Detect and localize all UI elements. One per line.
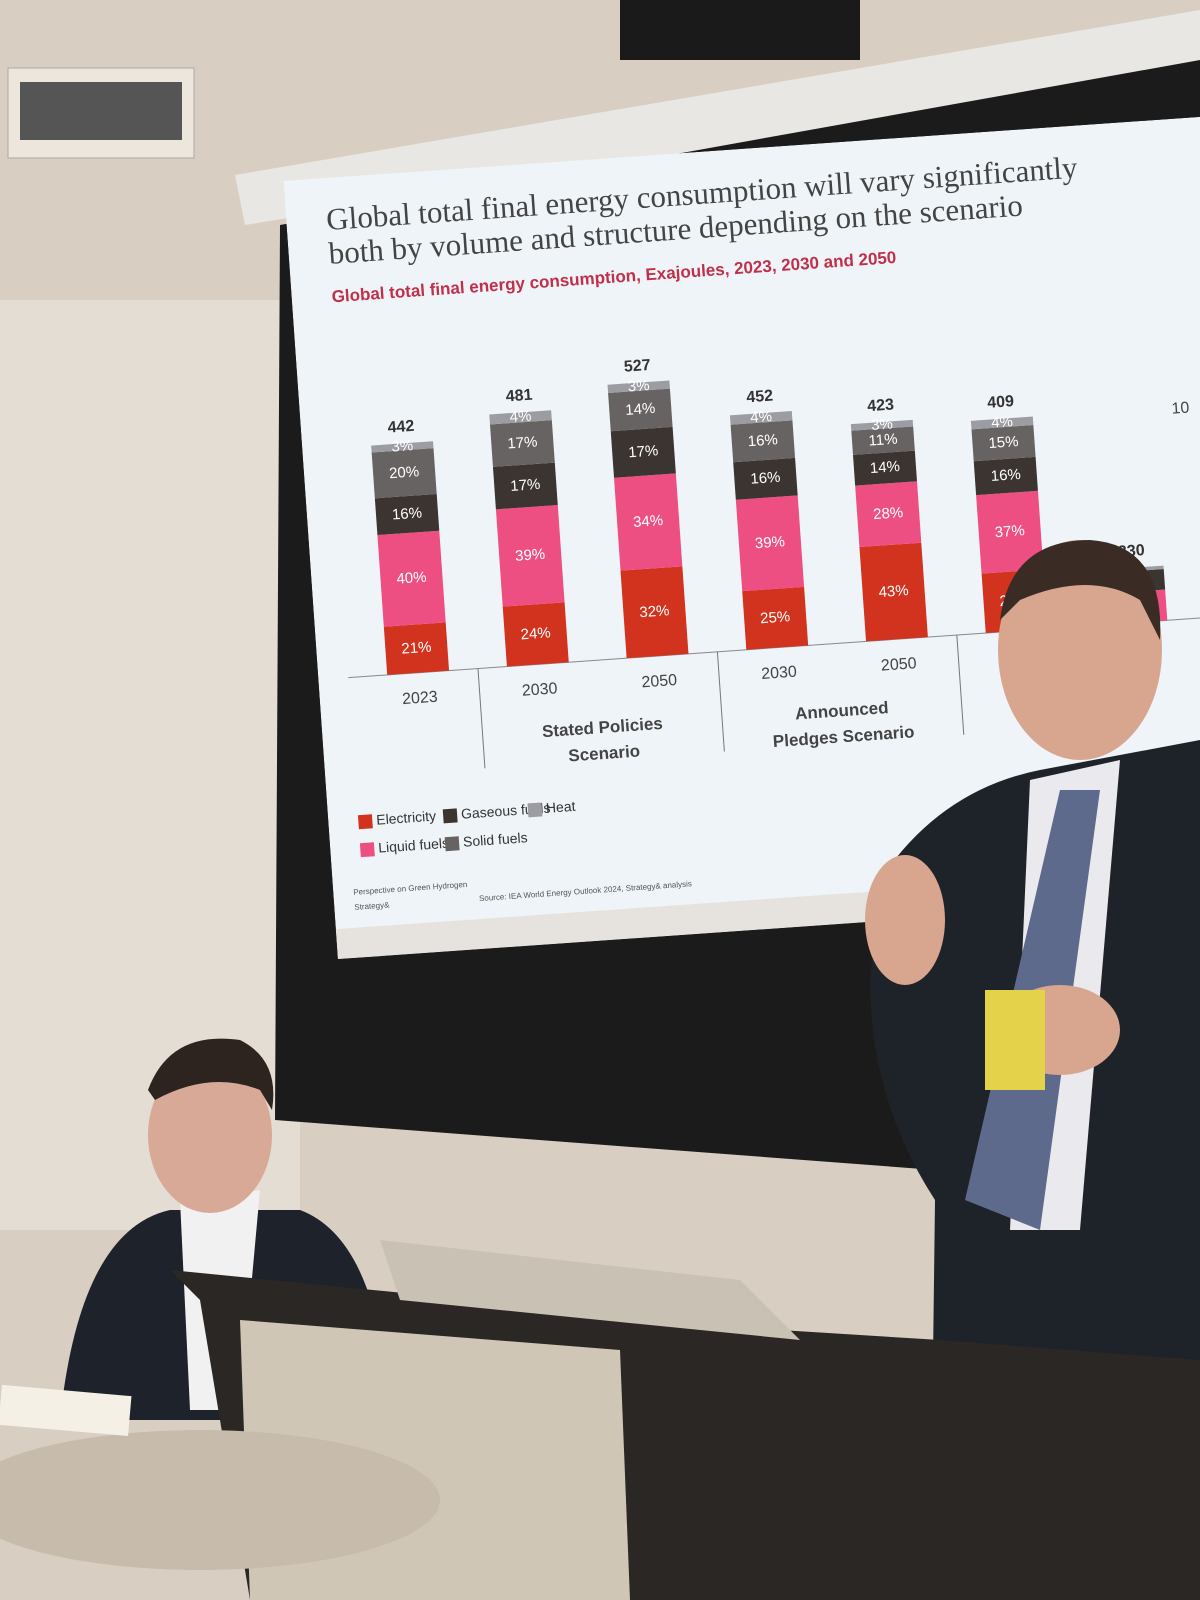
- x-tick-label: 2030: [761, 664, 798, 683]
- bar-segment: [742, 586, 809, 650]
- bar-segment: [859, 542, 928, 642]
- legend-swatch: [442, 808, 458, 824]
- bar-segment: [377, 530, 446, 627]
- value-label: 15%: [988, 433, 1019, 452]
- x-tick-label: 2050: [880, 655, 917, 674]
- value-label: 43%: [878, 582, 909, 601]
- bar-segment: [610, 426, 676, 478]
- value-label: 17%: [507, 433, 538, 452]
- value-label: 3%: [391, 437, 414, 455]
- bar-segment: [607, 380, 670, 393]
- bar-segment: [729, 410, 793, 425]
- value-label: 39%: [754, 533, 785, 552]
- bar-segment: [492, 462, 558, 510]
- bar-segment: [489, 410, 552, 425]
- bar-segment: [976, 490, 1044, 574]
- value-label: 40%: [396, 569, 427, 588]
- bar-segment: [852, 450, 917, 486]
- footer-left: Strategy&: [354, 900, 390, 911]
- x-tick-label: 2030: [521, 680, 558, 699]
- value-label: 14%: [625, 400, 656, 419]
- cut-label: 10: [1171, 400, 1190, 418]
- bar-segment: [850, 419, 914, 431]
- group-separator: [716, 651, 725, 752]
- total-label: 527: [623, 357, 651, 376]
- legend-swatch: [357, 814, 373, 830]
- legend-swatch: [444, 836, 460, 852]
- value-label: 3%: [871, 416, 894, 434]
- value-label: 3%: [627, 377, 650, 395]
- group-label: Announced Pledges Scenario: [772, 698, 915, 752]
- value-label: 14%: [869, 458, 900, 477]
- value-label: 16%: [750, 469, 781, 488]
- value-label: 16%: [391, 504, 422, 523]
- x-tick-label: 2023: [402, 689, 439, 708]
- value-label: 37%: [994, 522, 1025, 541]
- notebook: [0, 1384, 132, 1437]
- group-separator: [477, 668, 486, 769]
- speaker-hair: [1000, 540, 1161, 640]
- bar-segment: [383, 622, 450, 675]
- total-label: 452: [746, 387, 774, 406]
- value-label: 21%: [401, 639, 432, 658]
- bar-segment: [608, 388, 673, 432]
- lectern-top: [380, 1240, 800, 1340]
- value-label: 34%: [633, 512, 664, 531]
- x-tick-label: 2050: [641, 672, 678, 691]
- bar-segment: [620, 566, 689, 659]
- table: [0, 1430, 440, 1570]
- bar-segment: [733, 457, 798, 500]
- value-label: 16%: [747, 431, 778, 450]
- legend-label: Heat: [545, 798, 576, 816]
- value-label: 28%: [873, 504, 904, 523]
- legend-label: Electricity: [376, 808, 437, 828]
- bar-segment: [735, 495, 805, 592]
- seated-hair: [148, 1038, 274, 1110]
- value-label: 16%: [990, 466, 1021, 485]
- value-label: 32%: [639, 602, 670, 621]
- value-label: 11%: [868, 431, 898, 450]
- total-label: 481: [505, 387, 533, 406]
- vent-slots: [20, 82, 182, 140]
- legend-swatch: [527, 802, 543, 818]
- value-label: 17%: [510, 476, 541, 495]
- value-label: 25%: [760, 608, 791, 627]
- badge: [985, 990, 1045, 1090]
- bar-segment: [614, 473, 683, 571]
- legend-swatch: [359, 842, 375, 858]
- total-label: 423: [867, 396, 895, 415]
- value-label: 39%: [515, 546, 546, 565]
- value-label: 4%: [509, 408, 532, 426]
- legend-label: Solid fuels: [462, 829, 528, 849]
- value-label: 4%: [750, 408, 773, 426]
- bar-segment: [495, 505, 565, 607]
- bar-segment: [502, 602, 569, 667]
- bar-segment: [489, 420, 555, 467]
- value-label: 17%: [628, 442, 659, 461]
- bar-segment: [851, 426, 915, 455]
- speaker-head: [998, 540, 1162, 760]
- value-label: 20%: [389, 463, 420, 482]
- group-separator: [956, 635, 965, 735]
- total-label: 442: [387, 418, 415, 437]
- speaker-hand: [865, 855, 945, 985]
- legend-label: Liquid fuels: [378, 835, 450, 856]
- value-label: 4%: [991, 413, 1014, 431]
- group-label: Stated Policies Scenario: [541, 713, 664, 766]
- bar-segment: [971, 425, 1036, 462]
- bar-segment: [371, 441, 434, 453]
- seated-head: [148, 1057, 272, 1213]
- group-box: Announced Pledges Scenario: [772, 698, 915, 752]
- ceiling-gap: [620, 0, 860, 60]
- bar-segment: [973, 456, 1038, 496]
- bar-segment: [371, 448, 437, 499]
- bar-segment: [730, 420, 796, 463]
- group-box: Stated Policies Scenario: [541, 713, 664, 766]
- bar-segment: [374, 494, 440, 536]
- bar-segment: [970, 416, 1034, 430]
- bar-segment: [855, 481, 922, 548]
- value-label: 24%: [520, 624, 551, 643]
- total-label: 409: [987, 393, 1015, 412]
